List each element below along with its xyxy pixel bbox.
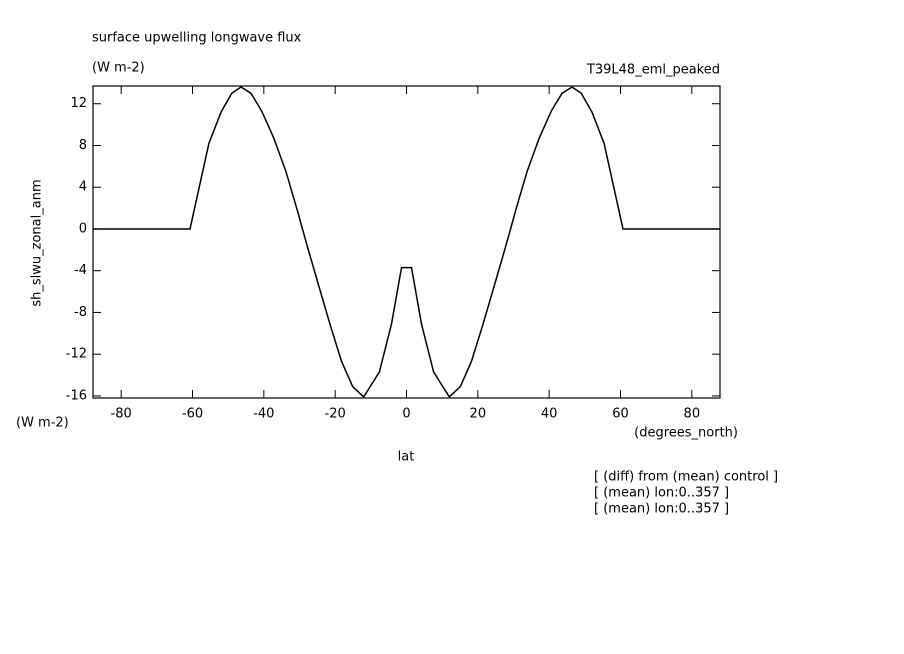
note: [ (mean) lon:0..357 ] — [594, 486, 729, 501]
y-tick-label: -12 — [66, 347, 87, 362]
y-tick-label: 0 — [79, 221, 87, 236]
y-units: (W m-2) — [16, 416, 69, 431]
x-tick-label: -60 — [182, 407, 203, 422]
y-axis-label: sh_slwu_zonal_anm — [30, 179, 45, 306]
x-tick-label: -80 — [111, 407, 132, 422]
x-tick-label: -40 — [253, 407, 274, 422]
x-units: (degrees_north) — [634, 426, 738, 441]
x-tick-label: 20 — [470, 407, 487, 422]
y-tick-label: 4 — [79, 180, 87, 195]
x-axis-label: lat — [398, 450, 415, 465]
y-tick-label: 12 — [70, 96, 87, 111]
note: [ (mean) lon:0..357 ] — [594, 502, 729, 517]
units-top: (W m-2) — [92, 61, 145, 76]
x-tick-label: 0 — [402, 407, 410, 422]
y-tick-label: -4 — [74, 263, 87, 278]
dataset-label: T39L48_eml_peaked — [586, 63, 720, 78]
data-line — [93, 86, 720, 399]
y-tick-label: 8 — [79, 138, 87, 153]
chart-title: surface upwelling longwave flux — [92, 31, 302, 46]
x-tick-label: -20 — [325, 407, 346, 422]
plot-frame — [92, 85, 721, 399]
x-tick-label: 60 — [612, 407, 629, 422]
y-tick-label: -8 — [74, 305, 87, 320]
x-tick-label: 40 — [541, 407, 558, 422]
note: [ (diff) from (mean) control ] — [594, 470, 778, 485]
y-tick-label: -16 — [66, 388, 87, 403]
x-tick-label: 80 — [684, 407, 701, 422]
